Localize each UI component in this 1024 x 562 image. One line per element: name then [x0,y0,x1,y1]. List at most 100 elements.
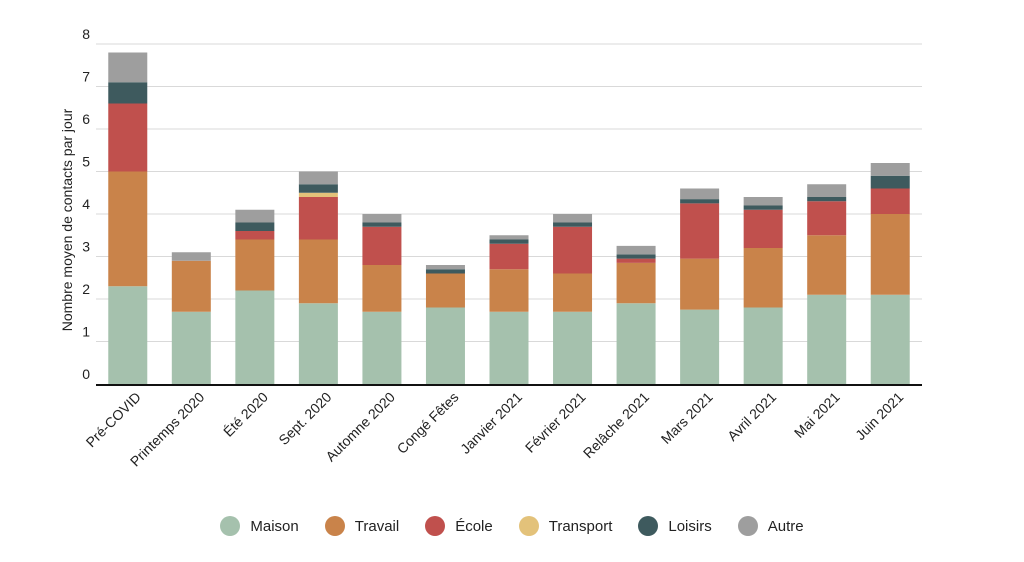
bar-segment [108,171,148,287]
bar-segment [108,82,148,104]
bar-segment [235,222,275,231]
legend-label: Maison [250,517,299,535]
legend-swatch [220,516,241,536]
bar-segment [362,222,402,227]
bar-segment [616,254,656,259]
bar-segment [489,235,529,240]
bars [108,52,910,384]
bar-segment [870,294,910,384]
bar-segment [298,192,338,197]
x-tick-label: Janvier 2021 [457,389,525,457]
bar-segment [235,290,275,384]
legend-label: École [455,517,493,535]
bar-segment [171,260,211,312]
y-tick-label: 0 [82,366,90,382]
bar-segment [616,262,656,304]
bar-segment [680,188,720,200]
y-tick-label: 1 [82,324,90,340]
bar-segment [362,214,402,223]
x-tick-label: Février 2021 [522,389,589,456]
bar-segment [553,222,593,227]
bar-segment [870,214,910,295]
bar-segment [680,199,720,204]
bar-segment [553,311,593,384]
bar-segment [425,269,465,274]
legend: Maison Travail École Transport Loisirs Autre [0,516,1024,536]
bar-segment [489,311,529,384]
bar-segment [743,209,783,248]
bar-segment [425,307,465,384]
bar-segment [680,203,720,259]
legend-label: Travail [354,517,400,535]
y-tick-label: 8 [82,26,90,42]
y-axis-ticks: 0 1 2 3 4 5 6 7 8 [82,26,90,382]
legend-item: Loisirs [638,516,712,536]
bar-segment [425,273,465,308]
bar-segment [108,103,148,172]
bar-segment [807,294,847,384]
x-tick-label: Avril 2021 [724,389,779,444]
bar-segment [743,307,783,384]
y-tick-label: 6 [82,111,90,127]
bar-segment [870,175,910,189]
y-axis-label: Nombre moyen de contacts par jour [59,108,75,331]
bar-segment [680,309,720,384]
y-tick-label: 3 [82,239,90,255]
bar-segment [298,197,338,240]
legend-item: Autre [737,516,804,536]
bar-segment [171,252,211,261]
bar-segment [807,201,847,236]
bar-segment [171,311,211,384]
legend-label: Loisirs [668,517,712,535]
bar-segment [425,265,465,270]
legend-label: Transport [548,517,613,535]
bar-segment [362,311,402,384]
bar-segment [298,303,338,384]
legend-label: Autre [767,517,804,535]
x-tick-label: Mai 2021 [791,389,843,441]
legend-item: Maison [220,516,299,536]
bar-segment [553,226,593,274]
legend-swatch [737,516,758,536]
x-tick-label: Été 2020 [220,389,271,440]
bar-segment [235,239,275,291]
bar-segment [807,184,847,197]
bar-segment [298,184,338,193]
bar-segment [616,245,656,255]
bar-segment [807,197,847,202]
bar-segment [298,171,338,185]
bar-segment [489,269,529,312]
bar-segment [235,231,275,240]
x-tick-label: Pré-COVID [83,389,144,450]
legend-item: Travail [324,516,400,536]
bar-segment [553,214,593,223]
bar-segment [743,205,783,210]
bar-segment [743,248,783,308]
legend-swatch [518,516,539,536]
bar-segment [108,52,148,83]
bar-segment [362,265,402,312]
y-tick-label: 4 [82,196,90,212]
y-tick-label: 5 [82,154,90,170]
bar-segment [870,188,910,214]
x-tick-label: Juin 2021 [852,389,906,443]
x-tick-label: Mars 2021 [658,389,716,447]
legend-swatch [638,516,659,536]
bar-segment [362,226,402,265]
legend-swatch [425,516,446,536]
bar-segment [616,258,656,263]
legend-item: Transport [518,516,613,536]
bar-segment [489,243,529,270]
legend-swatch [324,516,345,536]
y-tick-label: 7 [82,69,90,85]
bar-segment [489,239,529,244]
bar-segment [235,209,275,223]
x-tick-label: Sept. 2020 [275,389,334,448]
bar-segment [680,258,720,310]
bar-segment [870,163,910,176]
bar-segment [616,303,656,384]
bar-segment [743,197,783,206]
x-tick-label: Relâche 2021 [580,389,653,462]
